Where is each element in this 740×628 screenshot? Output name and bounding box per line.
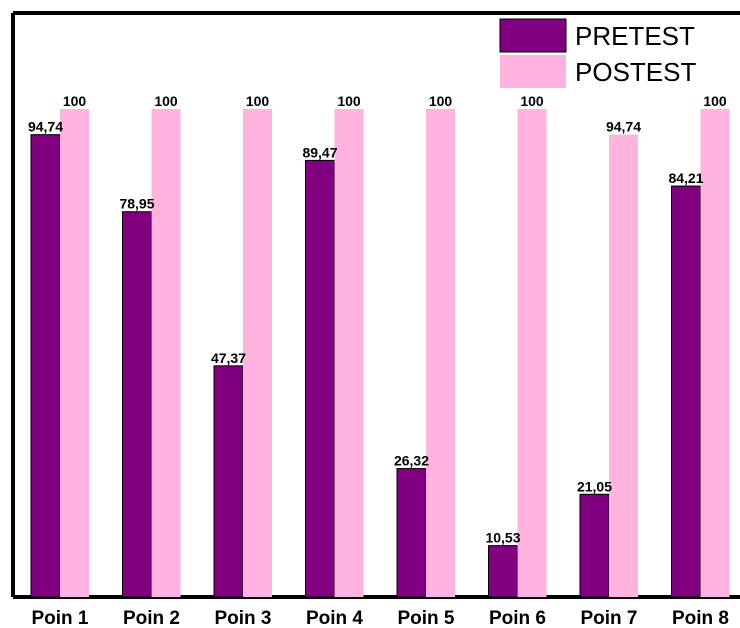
pretest-bar-1 (30, 134, 61, 598)
x-tick-label-6: Poin 6 (489, 608, 546, 628)
x-tick-label-5: Poin 5 (397, 608, 454, 628)
pretest-bar-3 (213, 365, 244, 598)
pretest-value-label-6: 10,53 (485, 530, 520, 546)
pretest-bar-5 (396, 468, 427, 598)
postest-value-label-3: 100 (246, 93, 270, 109)
postest-bar-4 (334, 109, 364, 597)
postest-bar-8 (700, 109, 730, 597)
postest-bar-2 (151, 109, 181, 597)
postest-value-label-6: 100 (520, 93, 544, 109)
postest-bar-3 (243, 109, 272, 597)
pretest-value-label-7: 21,05 (577, 478, 612, 494)
postest-bar-1 (60, 109, 89, 597)
x-tick-label-8: Poin 8 (672, 608, 729, 628)
pretest-bar-4 (305, 159, 335, 598)
postest-bar-7 (609, 134, 638, 597)
legend-swatch-postest (500, 55, 566, 88)
postest-value-label-7: 94,74 (606, 119, 641, 135)
legend: PRETEST POSTEST (499, 18, 696, 88)
data-labels-group: 94,7410078,9510047,3710089,4710026,32100… (28, 93, 727, 546)
x-tick-labels-group: Poin 1 Poin 2 Poin 3 Poin 4 Poin 5 Poin 6 Poin… (31, 608, 729, 628)
postest-value-label-2: 100 (154, 93, 178, 109)
postest-value-label-1: 100 (63, 93, 87, 109)
postest-value-label-8: 100 (703, 93, 727, 109)
pretest-value-label-1: 94,74 (28, 119, 63, 135)
legend-label-pretest: PRETEST (575, 21, 695, 51)
pretest-bar-8 (671, 185, 701, 598)
pretest-bar-6 (488, 545, 518, 598)
x-tick-label-1: Poin 1 (31, 608, 88, 628)
pretest-value-label-5: 26,32 (394, 453, 429, 469)
pretest-bar-7 (579, 493, 610, 598)
bars-group (30, 109, 730, 598)
x-tick-label-3: Poin 3 (214, 608, 271, 628)
pretest-value-label-2: 78,95 (119, 196, 154, 212)
postest-value-label-4: 100 (337, 93, 361, 109)
postest-bar-5 (426, 109, 455, 597)
x-tick-label-2: Poin 2 (123, 608, 180, 628)
pretest-bar-2 (122, 211, 152, 598)
x-tick-label-7: Poin 7 (580, 608, 637, 628)
pretest-value-label-4: 89,47 (302, 144, 337, 160)
pretest-value-label-3: 47,37 (211, 350, 246, 366)
x-tick-label-4: Poin 4 (306, 608, 363, 628)
legend-label-postest: POSTEST (575, 57, 696, 87)
legend-swatch-pretest (499, 18, 567, 53)
postest-value-label-5: 100 (429, 93, 453, 109)
pretest-value-label-8: 84,21 (668, 170, 703, 186)
postest-bar-6 (517, 109, 547, 597)
